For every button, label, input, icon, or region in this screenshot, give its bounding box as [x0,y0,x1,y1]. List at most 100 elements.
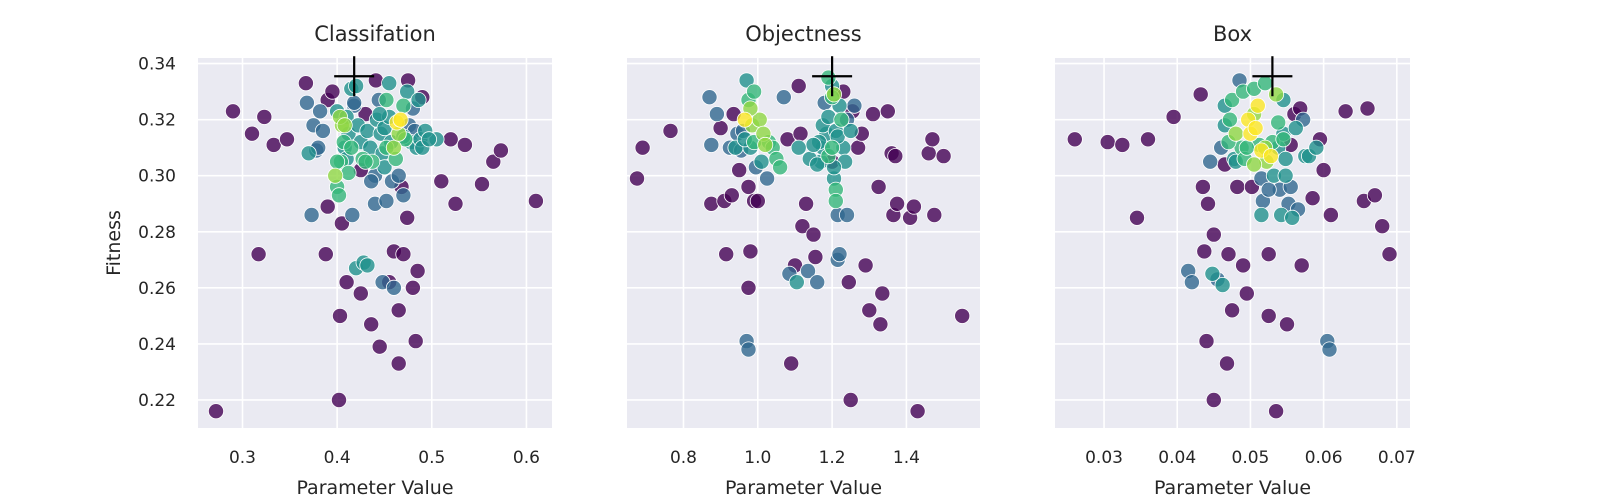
data-point [861,302,878,319]
data-point [954,307,971,324]
data-point [1279,316,1296,333]
data-point [392,111,409,128]
data-point [442,131,459,148]
data-point [527,192,544,209]
data-point [1260,246,1277,263]
y-tick-labels: 0.34 0.32 0.30 0.28 0.26 0.24 0.22 [138,55,176,411]
data-point [243,125,260,142]
data-point [909,403,926,420]
data-point [840,274,857,291]
data-point [378,92,395,109]
x-tick-label: 0.6 [513,448,540,468]
data-point [1196,243,1213,260]
data-point [792,125,809,142]
data-point [935,148,952,165]
data-point [842,122,859,139]
data-point [775,89,792,106]
data-point [924,131,941,148]
data-point [731,162,748,179]
x-tick-labels: 0.8 1.0 1.2 1.4 [670,448,920,468]
data-point [703,195,720,212]
data-point [887,148,904,165]
data-point [712,120,729,137]
data-point [385,139,402,156]
data-point [1253,206,1270,223]
data-point [740,341,757,358]
points [1066,72,1398,420]
y-tick-label: 0.24 [138,335,176,355]
data-point [319,198,336,215]
data-point [1321,341,1338,358]
x-tick-label: 0.07 [1378,448,1416,468]
data-point [1205,391,1222,408]
data-point [736,111,753,128]
data-point [359,257,376,274]
data-point [831,246,848,263]
data-point [1220,246,1237,263]
x-tick-label: 0.3 [229,448,256,468]
data-point [926,206,943,223]
points [629,69,971,420]
data-point [874,285,891,302]
data-point [1293,257,1310,274]
data-point [629,170,646,187]
data-point [1260,307,1277,324]
data-point [798,195,815,212]
data-point [420,131,437,148]
data-point [314,122,331,139]
data-point [1260,181,1277,198]
data-point [1235,257,1252,274]
data-point [410,92,427,109]
data-point [872,316,889,333]
data-point [870,178,887,195]
data-point [1287,120,1304,137]
data-point [447,195,464,212]
data-point [794,218,811,235]
data-point [433,173,450,190]
data-point [790,78,807,95]
panel-box: 0.03 0.04 0.05 0.06 0.07 Box Parameter Value [1055,22,1416,499]
y-tick-label: 0.26 [138,279,176,299]
data-point [333,215,350,232]
data-point [1198,333,1215,350]
data-point [850,139,867,156]
data-point [473,176,490,193]
data-point [749,192,766,209]
data-point [723,187,740,204]
data-point [250,246,267,263]
data-point [1270,114,1287,131]
x-tick-label: 1.4 [893,448,920,468]
data-point [348,78,365,95]
x-tick-label: 0.05 [1232,448,1270,468]
data-point [827,192,844,209]
plot-area [627,58,980,428]
data-point [390,167,407,184]
data-point [1205,226,1222,243]
data-point [790,139,807,156]
data-point [1204,265,1221,282]
data-point [317,246,334,263]
data-point [329,153,346,170]
data-point [757,136,774,153]
y-tick-label: 0.22 [138,391,176,411]
x-axis-label: Parameter Value [296,477,453,499]
data-point [805,136,822,153]
data-point [371,338,388,355]
data-point [330,187,347,204]
x-tick-label: 0.8 [670,448,697,468]
panel-classification: 0.3 0.4 0.5 0.6 0.34 0.32 0.30 0.28 0.26 0.24 0.2… [103,22,552,499]
data-point [456,136,473,153]
x-tick-label: 0.5 [418,448,445,468]
data-point [820,69,837,86]
data-point [327,167,344,184]
data-point [256,108,273,125]
data-point [824,139,841,156]
best-marker [1252,56,1293,97]
data-point [1165,108,1182,125]
data-point [1374,218,1391,235]
data-point [1238,139,1255,156]
data-point [1238,285,1255,302]
data-point [746,83,763,100]
